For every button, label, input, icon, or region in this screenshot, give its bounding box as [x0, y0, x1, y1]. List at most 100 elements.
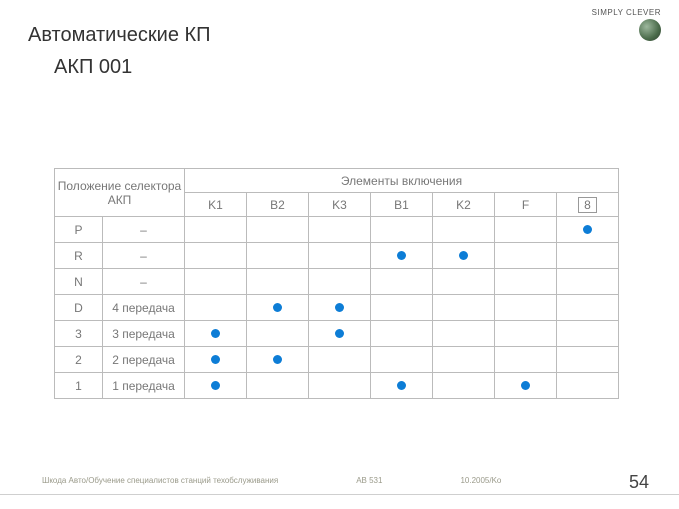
cell-element [309, 269, 371, 295]
table-row: R– [55, 243, 619, 269]
engaged-dot-icon [273, 303, 282, 312]
page-subtitle: АКП 001 [54, 56, 132, 79]
cell-element [557, 373, 619, 399]
cell-element [247, 217, 309, 243]
cell-element [433, 373, 495, 399]
cell-element [557, 295, 619, 321]
cell-pos: P [55, 217, 103, 243]
footer-left: Шкода Авто/Обучение специалистов станций… [42, 476, 278, 485]
cell-element [495, 321, 557, 347]
header-selector: Положение селектора АКП [55, 169, 185, 217]
cell-element [247, 269, 309, 295]
cell-element [557, 269, 619, 295]
brand-block: SIMPLY CLEVER [592, 8, 661, 41]
engaged-dot-icon [335, 329, 344, 338]
cell-element [309, 373, 371, 399]
cell-element [309, 217, 371, 243]
header-elements: Элементы включения [185, 169, 619, 193]
cell-gear: 2 передача [103, 347, 185, 373]
table-body: P–R–N–D4 передача33 передача22 передача1… [55, 217, 619, 399]
footer-right: 10.2005/Ko [460, 476, 501, 485]
cell-gear: – [103, 243, 185, 269]
footer-divider [0, 494, 679, 495]
cell-element [557, 217, 619, 243]
table-row: 22 передача [55, 347, 619, 373]
cell-element [371, 373, 433, 399]
engaged-dot-icon [459, 251, 468, 260]
page-number: 54 [629, 472, 649, 493]
cell-element [247, 243, 309, 269]
table-row: N– [55, 269, 619, 295]
engaged-dot-icon [583, 225, 592, 234]
cell-element [557, 347, 619, 373]
brand-tagline: SIMPLY CLEVER [592, 8, 661, 17]
header-col: F [495, 193, 557, 217]
cell-element [495, 269, 557, 295]
engaged-dot-icon [335, 303, 344, 312]
cell-element [557, 243, 619, 269]
header-col: K2 [433, 193, 495, 217]
cell-element [309, 347, 371, 373]
header-col: K1 [185, 193, 247, 217]
cell-element [495, 295, 557, 321]
engaged-dot-icon [211, 355, 220, 364]
cell-element [495, 373, 557, 399]
cell-pos: D [55, 295, 103, 321]
cell-gear: 4 передача [103, 295, 185, 321]
cell-element [433, 347, 495, 373]
engaged-dot-icon [521, 381, 530, 390]
cell-element [433, 295, 495, 321]
cell-pos: R [55, 243, 103, 269]
cell-element [309, 295, 371, 321]
table-row: 33 передача [55, 321, 619, 347]
footer: Шкода Авто/Обучение специалистов станций… [42, 476, 501, 485]
cell-element [185, 347, 247, 373]
cell-gear: – [103, 269, 185, 295]
footer-mid: AB 531 [356, 476, 382, 485]
cell-element [185, 243, 247, 269]
cell-element [185, 321, 247, 347]
gearbox-table: Положение селектора АКП Элементы включен… [54, 168, 619, 399]
cell-element [371, 321, 433, 347]
cell-gear: – [103, 217, 185, 243]
cell-element [371, 243, 433, 269]
engaged-dot-icon [397, 381, 406, 390]
cell-element [185, 269, 247, 295]
cell-element [433, 321, 495, 347]
engaged-dot-icon [273, 355, 282, 364]
cell-element [433, 217, 495, 243]
cell-element [495, 347, 557, 373]
cell-gear: 1 передача [103, 373, 185, 399]
cell-element [185, 373, 247, 399]
table-row: P– [55, 217, 619, 243]
cell-element [247, 321, 309, 347]
engaged-dot-icon [397, 251, 406, 260]
cell-element [433, 269, 495, 295]
table-row: D4 передача [55, 295, 619, 321]
cell-element [371, 269, 433, 295]
cell-element [371, 217, 433, 243]
header-col: 8 [557, 193, 619, 217]
brand-logo-icon [639, 19, 661, 41]
header-col: B1 [371, 193, 433, 217]
cell-element [185, 295, 247, 321]
cell-element [371, 347, 433, 373]
cell-element [557, 321, 619, 347]
header-col: B2 [247, 193, 309, 217]
cell-element [495, 217, 557, 243]
engaged-dot-icon [211, 329, 220, 338]
header-col: K3 [309, 193, 371, 217]
table-row: 11 передача [55, 373, 619, 399]
page-title: Автоматические КП [28, 24, 211, 47]
cell-element [247, 347, 309, 373]
cell-element [309, 321, 371, 347]
engaged-dot-icon [211, 381, 220, 390]
header-col-label: 8 [578, 197, 597, 213]
cell-element [309, 243, 371, 269]
cell-pos: 2 [55, 347, 103, 373]
cell-pos: 1 [55, 373, 103, 399]
cell-element [433, 243, 495, 269]
cell-element [495, 243, 557, 269]
cell-pos: N [55, 269, 103, 295]
cell-pos: 3 [55, 321, 103, 347]
